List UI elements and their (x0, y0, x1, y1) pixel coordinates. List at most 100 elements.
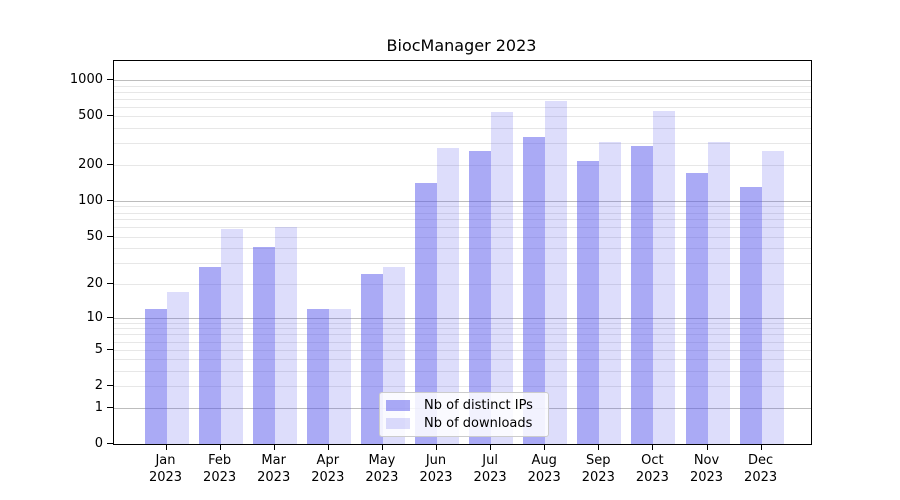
legend-label: Nb of downloads (424, 415, 533, 431)
bar-distinct-ips (198, 266, 221, 444)
x-axis-tick-label: Oct 2023 (635, 453, 669, 485)
bar-downloads (166, 291, 189, 444)
bar-distinct-ips (252, 247, 275, 444)
bar-distinct-ips (739, 187, 762, 444)
x-axis-tick (381, 444, 383, 450)
y-axis-tick (107, 348, 113, 350)
gridline-major (114, 80, 811, 81)
gridline-minor (114, 341, 811, 343)
bar-downloads (274, 227, 297, 444)
x-axis-tick-label: Aug 2023 (527, 453, 561, 485)
bar-distinct-ips (577, 160, 600, 444)
x-axis-tick (436, 444, 437, 450)
bar-downloads (653, 111, 676, 444)
x-axis-tick-label: Dec 2023 (744, 453, 778, 485)
y-axis-tick (107, 115, 113, 117)
bar-downloads (545, 101, 568, 444)
x-axis-tick (598, 444, 600, 450)
x-axis-tick (273, 444, 275, 450)
gridline-minor (114, 371, 811, 372)
y-axis-tick-label: 0 (94, 436, 103, 451)
y-axis-tick-label: 1000 (69, 72, 103, 87)
y-axis-tick-label: 1 (94, 399, 103, 415)
bar-downloads (220, 229, 243, 444)
chart-title: BiocManager 2023 (386, 36, 537, 55)
gridline-minor (114, 98, 811, 100)
x-axis-tick (544, 444, 546, 450)
bar-downloads (761, 150, 784, 444)
bar-distinct-ips (306, 308, 329, 444)
x-axis-tick (706, 444, 708, 450)
y-axis-tick-label: 50 (86, 228, 103, 244)
gridline-minor (114, 349, 811, 351)
y-axis-tick (107, 282, 113, 284)
gridline-minor (114, 91, 811, 93)
gridline-minor (114, 359, 811, 361)
gridline-minor (114, 116, 811, 118)
gridline-minor (114, 263, 811, 265)
gridline-minor (114, 128, 811, 130)
x-axis-tick-label: May 2023 (365, 453, 399, 485)
y-axis-tick (107, 316, 113, 318)
x-axis-tick-label: Jan 2023 (148, 453, 183, 485)
y-axis-tick (107, 443, 113, 444)
gridline-minor (114, 164, 811, 166)
bar-downloads (707, 141, 730, 444)
bar-downloads (437, 147, 459, 444)
bar-distinct-ips (469, 150, 492, 444)
gridline-major (114, 200, 811, 202)
x-axis-tick (760, 444, 762, 450)
gridline-minor (114, 227, 811, 229)
x-axis-tick (490, 444, 492, 450)
legend-label: Nb of distinct IPs (424, 398, 533, 414)
bar-distinct-ips (360, 274, 383, 444)
y-axis-tick-label: 5 (94, 341, 103, 357)
gridline-minor (114, 328, 811, 330)
x-axis-tick-label: Feb 2023 (203, 453, 237, 485)
y-axis-tick-label: 20 (86, 275, 103, 291)
x-axis-tick-label: Nov 2023 (689, 453, 724, 485)
x-axis-tick (165, 444, 167, 450)
gridline-minor (114, 85, 811, 87)
y-axis-tick (107, 163, 113, 165)
gridline-minor (114, 143, 811, 145)
x-axis-tick-label: Apr 2023 (311, 453, 345, 485)
x-axis-tick-label: Mar 2023 (257, 453, 291, 485)
plot-area (113, 60, 812, 445)
bar-distinct-ips (523, 136, 546, 444)
gridline-minor (114, 106, 811, 108)
y-axis-tick (107, 199, 113, 201)
legend-item: Nb of distinct IPs (386, 397, 538, 415)
gridline-minor (114, 248, 811, 250)
gridline-minor (114, 386, 811, 388)
x-axis-tick (219, 444, 221, 450)
y-axis-tick-label: 200 (78, 156, 103, 172)
y-axis-tick (107, 385, 113, 387)
legend-item: Nb of downloads (386, 415, 538, 433)
y-axis-tick-label: 100 (78, 192, 103, 208)
bar-distinct-ips (415, 183, 437, 444)
gridline-minor (114, 334, 811, 336)
y-axis-tick (107, 79, 113, 80)
x-axis-tick (652, 444, 654, 450)
gridline-minor (114, 219, 811, 221)
y-axis-tick (107, 406, 113, 408)
x-axis-tick-label: Jul 2023 (473, 453, 507, 485)
x-axis-tick-label: Sep 2023 (581, 453, 615, 485)
gridline-major (114, 317, 811, 319)
x-axis-tick-label: Jun 2023 (419, 453, 453, 485)
y-axis-tick-label: 500 (78, 108, 103, 124)
bar-distinct-ips (144, 308, 167, 444)
gridline-minor (114, 212, 811, 214)
legend-swatch (386, 400, 410, 412)
legend-swatch (386, 417, 410, 429)
gridline-minor (114, 322, 811, 324)
y-axis-tick (107, 235, 113, 237)
y-axis-tick-label: 10 (86, 309, 103, 325)
x-axis-tick (327, 444, 329, 450)
bar-downloads (599, 141, 622, 444)
bar-downloads (491, 111, 514, 444)
gridline-minor (114, 283, 811, 285)
legend: Nb of distinct IPs Nb of downloads (379, 392, 549, 437)
